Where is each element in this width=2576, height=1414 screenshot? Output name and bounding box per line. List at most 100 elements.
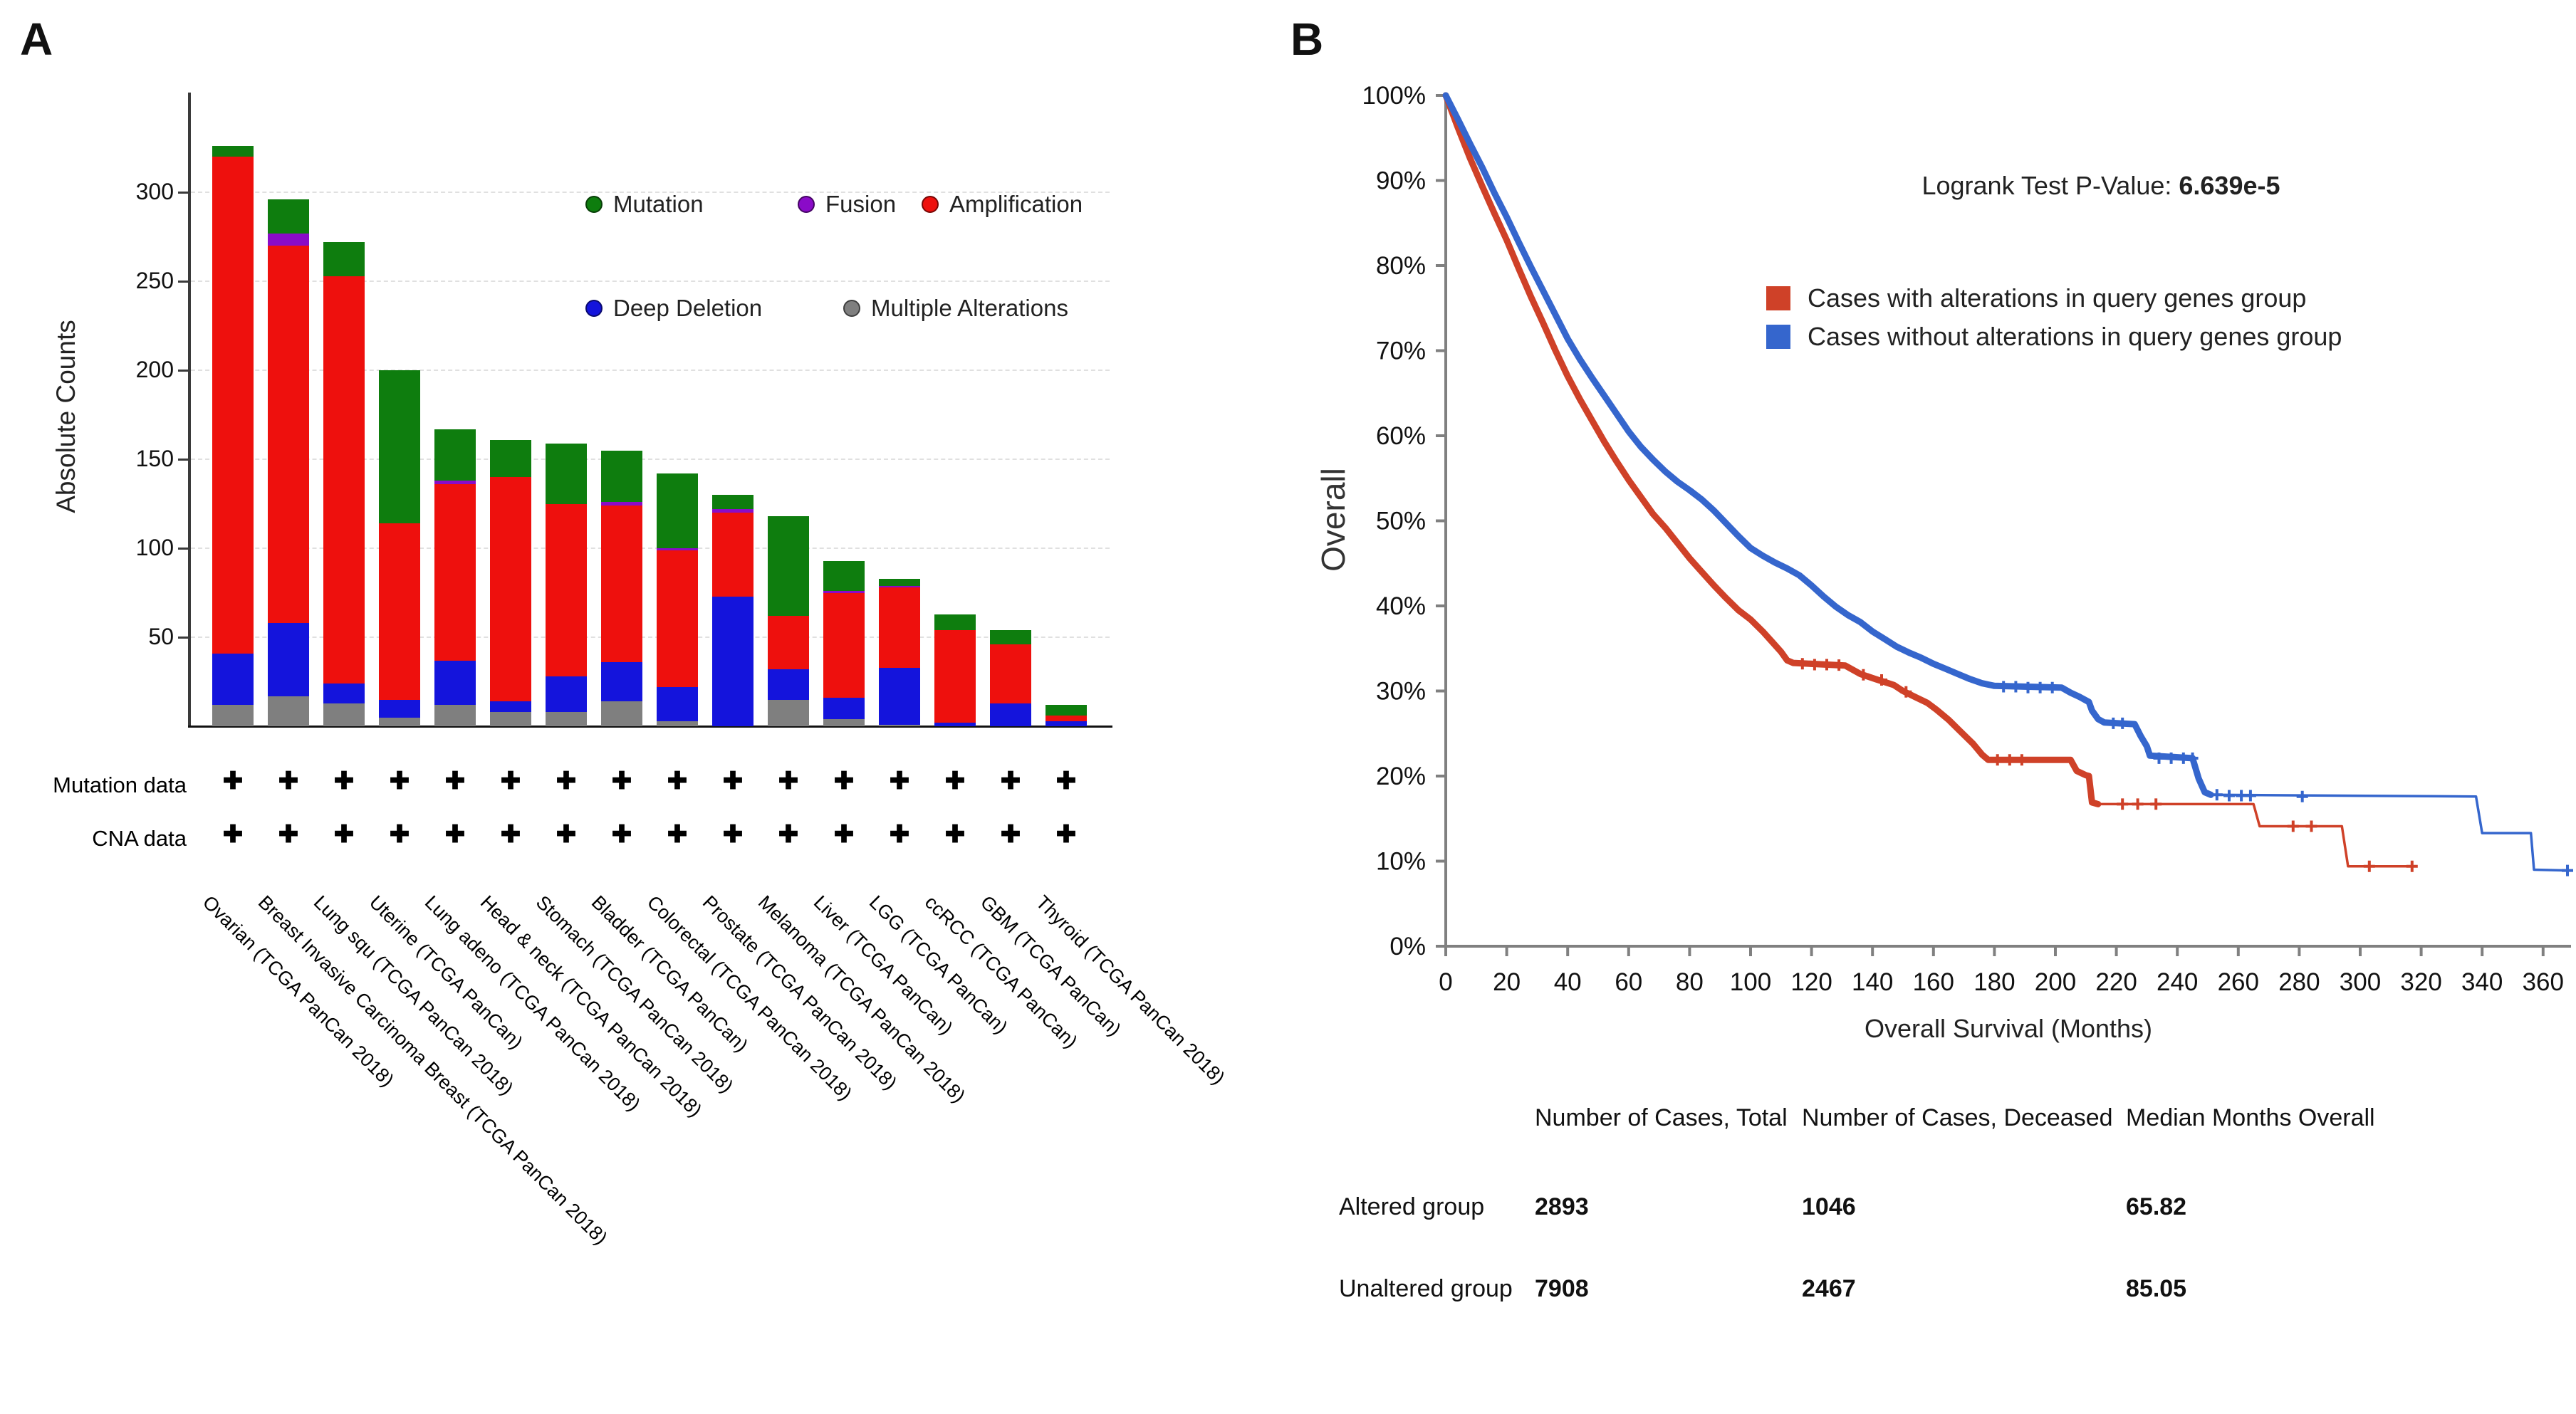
y-axis-tick-label: 10%	[1376, 848, 1426, 876]
bar-segment-deep-deletion[interactable]	[546, 676, 587, 712]
y-axis-tick-label: 40%	[1376, 592, 1426, 620]
x-axis-tick-label: 80	[1676, 968, 1704, 996]
bar-segment-deep-deletion[interactable]	[490, 701, 531, 712]
annotation-plus: ✚	[1000, 768, 1021, 795]
legend-item-unaltered[interactable]: Cases without alterations in query genes…	[1766, 318, 2342, 356]
bar-segment-multiple-alterations[interactable]	[490, 712, 531, 726]
legend-label: Amplification	[949, 191, 1083, 217]
km-curve-cases-with-alterations-in-query-genes-group[interactable]	[1442, 92, 2102, 807]
bar-segment-mutation[interactable]	[490, 439, 531, 477]
bar-segment-deep-deletion[interactable]	[712, 596, 753, 726]
bar-segment-deep-deletion[interactable]	[990, 703, 1031, 726]
bar-segment-amplification[interactable]	[879, 587, 920, 668]
bar-segment-multiple-alterations[interactable]	[768, 699, 809, 726]
bar-segment-fusion[interactable]	[657, 548, 698, 550]
bar-segment-amplification[interactable]	[601, 506, 642, 662]
bar-segment-mutation[interactable]	[268, 199, 309, 234]
bar-segment-deep-deletion[interactable]	[434, 660, 476, 705]
logrank-value: 6.639e-5	[2179, 171, 2280, 200]
altered-median: 65.82	[2126, 1193, 2187, 1220]
y-axis-tick-label: 60%	[1376, 422, 1426, 450]
bar-segment-amplification[interactable]	[1045, 716, 1087, 721]
bar-segment-deep-deletion[interactable]	[768, 669, 809, 700]
bar-segment-mutation[interactable]	[934, 614, 976, 630]
bar-segment-deep-deletion[interactable]	[934, 723, 976, 726]
annotation-plus: ✚	[944, 768, 966, 795]
legend-item-multiple-alterations[interactable]: Multiple Alterations	[843, 295, 1068, 322]
bar-segment-fusion[interactable]	[601, 502, 642, 506]
table-row-altered: Altered group 2893 1046 65.82	[1339, 1193, 2425, 1221]
annotation-plus: ✚	[1055, 768, 1077, 795]
y-axis-tick	[178, 192, 188, 194]
km-curve-tail-cases-with-alterations-in-query-genes-group[interactable]	[2097, 802, 2415, 868]
bar-segment-mutation[interactable]	[379, 370, 420, 523]
bar-segment-mutation[interactable]	[768, 516, 809, 616]
bar-segment-amplification[interactable]	[379, 523, 420, 700]
bar-segment-amplification[interactable]	[934, 630, 976, 723]
bar-segment-mutation[interactable]	[879, 578, 920, 586]
bar-segment-fusion[interactable]	[712, 509, 753, 513]
bar-segment-mutation[interactable]	[712, 495, 753, 509]
bar-segment-mutation[interactable]	[434, 429, 476, 481]
legend-item-altered[interactable]: Cases with alterations in query genes gr…	[1766, 279, 2342, 318]
bar-segment-multiple-alterations[interactable]	[379, 717, 420, 726]
bar-segment-multiple-alterations[interactable]	[601, 701, 642, 726]
bar-segment-fusion[interactable]	[823, 591, 865, 593]
legend-item-amplification[interactable]: Amplification	[922, 191, 1083, 218]
bar-segment-mutation[interactable]	[546, 443, 587, 504]
y-axis-tick	[178, 637, 188, 639]
bar-segment-deep-deletion[interactable]	[601, 662, 642, 701]
bar-segment-deep-deletion[interactable]	[1045, 721, 1087, 726]
y-axis-tick-label: 80%	[1376, 252, 1426, 280]
bar-segment-mutation[interactable]	[990, 630, 1031, 644]
bar-segment-deep-deletion[interactable]	[379, 699, 420, 718]
bar-segment-fusion[interactable]	[434, 481, 476, 484]
bar-segment-mutation[interactable]	[323, 242, 365, 276]
y-axis-tick-label: 50	[148, 624, 174, 649]
bar-segment-fusion[interactable]	[268, 233, 309, 246]
censor-marks-cases-with-alterations-in-query-genes-group	[1796, 658, 2418, 872]
bar-segment-mutation[interactable]	[212, 146, 254, 157]
bar-segment-deep-deletion[interactable]	[823, 698, 865, 719]
bar-segment-multiple-alterations[interactable]	[434, 705, 476, 726]
bar-segment-amplification[interactable]	[434, 484, 476, 661]
km-curve-tail-cases-without-alterations-in-query-genes-group[interactable]	[2211, 793, 2568, 872]
x-axis-tick-label: 180	[1973, 968, 2015, 996]
legend-item-deep-deletion[interactable]: Deep Deletion	[585, 295, 762, 322]
bar-segment-amplification[interactable]	[990, 644, 1031, 703]
bar-segment-mutation[interactable]	[1045, 705, 1087, 716]
bar-segment-amplification[interactable]	[268, 246, 309, 623]
bar-segment-multiple-alterations[interactable]	[212, 705, 254, 726]
bar-segment-multiple-alterations[interactable]	[546, 712, 587, 726]
bar-segment-amplification[interactable]	[490, 477, 531, 701]
legend-item-fusion[interactable]: Fusion	[798, 191, 896, 218]
bar-segment-deep-deletion[interactable]	[323, 684, 365, 703]
bar-segment-amplification[interactable]	[546, 503, 587, 676]
bar-segment-deep-deletion[interactable]	[268, 623, 309, 696]
km-curve-cases-without-alterations-in-query-genes-group[interactable]	[1442, 92, 2214, 798]
annotation-plus: ✚	[1000, 821, 1021, 848]
bar-segment-amplification[interactable]	[823, 592, 865, 698]
bar-segment-amplification[interactable]	[657, 550, 698, 687]
bar-segment-deep-deletion[interactable]	[879, 667, 920, 725]
bar-segment-multiple-alterations[interactable]	[823, 719, 865, 726]
annotation-row-label: CNA data	[92, 826, 187, 851]
bar-segment-amplification[interactable]	[768, 616, 809, 669]
bar-segment-mutation[interactable]	[657, 473, 698, 548]
bar-segment-amplification[interactable]	[712, 513, 753, 597]
annotation-plus: ✚	[222, 821, 244, 848]
bar-segment-mutation[interactable]	[601, 450, 642, 502]
bar-segment-multiple-alterations[interactable]	[657, 721, 698, 726]
bar-segment-amplification[interactable]	[323, 276, 365, 684]
bar-segment-fusion[interactable]	[879, 585, 920, 587]
bar-segment-mutation[interactable]	[823, 560, 865, 591]
bar-segment-deep-deletion[interactable]	[212, 653, 254, 705]
x-axis-tick-label: 160	[1913, 968, 1954, 996]
legend-label: Cases without alterations in query genes…	[1808, 322, 2342, 351]
bar-segment-amplification[interactable]	[212, 157, 254, 654]
bar-segment-multiple-alterations[interactable]	[323, 703, 365, 726]
bar-segment-deep-deletion[interactable]	[657, 687, 698, 721]
bar-segment-multiple-alterations[interactable]	[879, 724, 920, 726]
bar-segment-multiple-alterations[interactable]	[268, 696, 309, 726]
legend-item-mutation[interactable]: Mutation	[585, 191, 704, 218]
